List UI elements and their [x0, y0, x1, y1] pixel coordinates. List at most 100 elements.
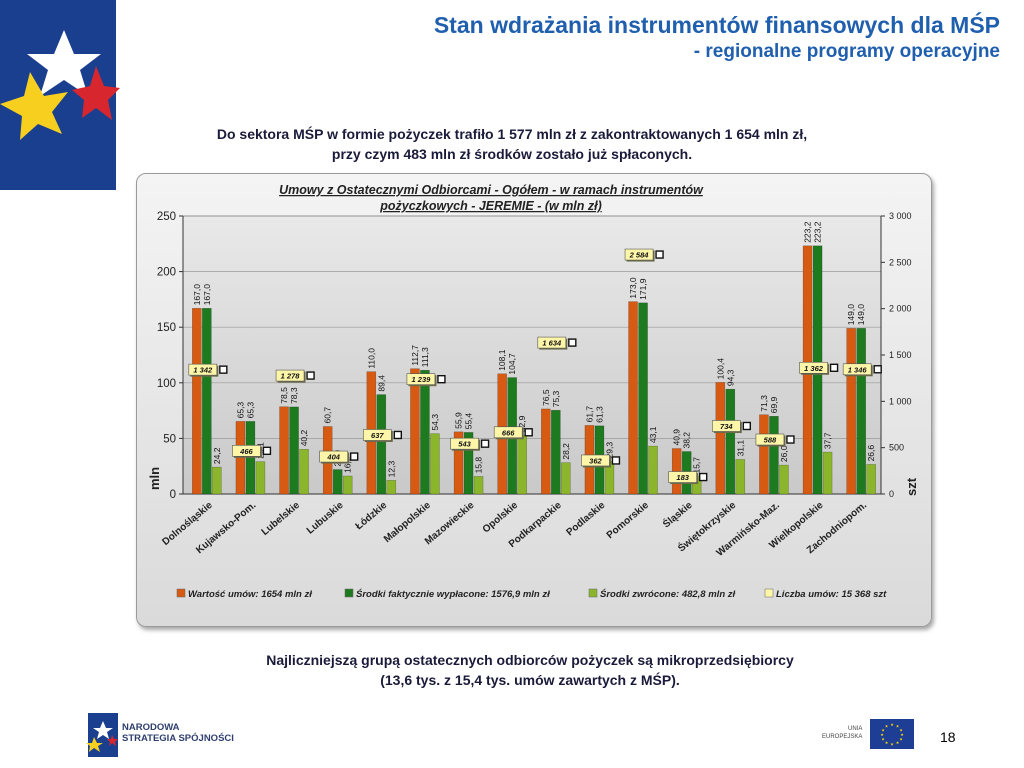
bar: [541, 408, 551, 495]
bar: [648, 445, 658, 495]
x-tick-label: Lubelskie: [260, 500, 303, 538]
svg-text:★: ★: [890, 722, 894, 727]
bar-data-label: 111,3: [420, 347, 430, 367]
bar-data-label: 110,0: [366, 348, 376, 369]
y-tick-label: 50: [163, 433, 176, 445]
bar-data-label: 104,7: [507, 353, 517, 375]
bar-data-label: 55,9: [454, 412, 464, 429]
nss-star-logo: [0, 0, 120, 197]
count-label: 1 278: [281, 372, 301, 381]
count-label: 183: [676, 473, 689, 482]
bar-data-label: 54,3: [430, 414, 440, 431]
bar-data-label: 94,3: [725, 369, 735, 386]
slide-title-block: Stan wdrażania instrumentów finansowych …: [434, 12, 1000, 63]
chart-title-line-1: Umowy z Ostatecznymi Odbiorcami - Ogółem…: [279, 183, 704, 197]
bar-data-label: 38,2: [682, 432, 692, 449]
count-marker: [873, 365, 882, 374]
svg-text:★: ★: [880, 732, 884, 737]
bar: [386, 480, 397, 495]
bar-data-label: 71,3: [759, 395, 769, 412]
bar-data-label: 16,2: [343, 456, 353, 473]
svg-text:★: ★: [896, 724, 900, 729]
ue-wordmark: UNIA EUROPEJSKA: [822, 725, 862, 741]
count-box: [493, 426, 523, 439]
footer-line-1: Najliczniejszą grupą ostatecznych odbior…: [266, 652, 794, 668]
count-marker: [262, 446, 272, 456]
bar-data-label: 26,0: [779, 445, 789, 462]
count-marker: [349, 452, 359, 461]
count-marker: [524, 428, 533, 437]
y-axis-label: mln: [147, 467, 162, 490]
bar: [420, 369, 430, 495]
nss-line-1: NARODOWA: [122, 722, 180, 733]
bar-data-label: 15,7: [692, 457, 702, 474]
count-label: 588: [764, 436, 777, 445]
bar-data-label: 65,3: [235, 402, 245, 419]
chart-panel: Umowy z Ostatecznymi Odbiorcami - Ogółem…: [136, 173, 932, 627]
bar: [725, 388, 736, 495]
y-tick-label: 200: [157, 267, 176, 279]
count-box: [188, 363, 218, 376]
ue-line-1: UNIA: [848, 726, 863, 732]
bar: [822, 451, 833, 495]
legend-swatch: [588, 588, 598, 598]
y2-tick-label: 3 000: [889, 211, 912, 221]
svg-text:★: ★: [881, 728, 885, 733]
bar-data-label: 76,5: [541, 389, 551, 406]
footer-text: Najliczniejszą grupą ostatecznych odbior…: [150, 650, 910, 690]
svg-text:★: ★: [900, 732, 904, 737]
count-marker: [742, 421, 752, 431]
y-tick-label: 150: [157, 322, 176, 334]
count-box: [581, 454, 610, 467]
count-box: [624, 248, 654, 261]
count-label: 543: [458, 440, 471, 449]
count-box: [712, 420, 741, 432]
bar: [735, 459, 746, 495]
bar: [202, 308, 212, 495]
count-box: [232, 445, 261, 457]
count-marker: [568, 338, 577, 347]
count-label: 466: [239, 447, 253, 456]
y2-tick-label: 0: [889, 489, 894, 499]
bar: [759, 414, 769, 495]
bar-data-label: 26,6: [866, 445, 876, 462]
page-number: 18: [940, 729, 956, 745]
nss-small-logo: [86, 713, 120, 762]
bar: [376, 394, 387, 495]
bar-data-label: 24,2: [212, 447, 222, 464]
bar-data-label: 167,0: [192, 284, 202, 306]
bar: [332, 469, 343, 495]
bar-data-label: 149,0: [856, 304, 866, 326]
bar-data-label: 52,9: [517, 415, 527, 432]
y2-axis-label: szt: [904, 477, 919, 496]
bar: [279, 406, 289, 495]
bar: [628, 301, 638, 495]
nss-wordmark: NARODOWA STRATEGIA SPÓJNOŚCI: [122, 722, 234, 744]
svg-text:★: ★: [885, 724, 889, 729]
y2-tick-label: 2 000: [889, 304, 912, 314]
chart-title-line-2: pożyczkowych - JEREMIE - (w mln zł): [379, 199, 602, 213]
bar: [779, 464, 789, 495]
bar-data-label: 78,5: [279, 387, 289, 404]
bar-data-label: 61,7: [584, 406, 594, 423]
bar-data-label: 40,9: [672, 429, 682, 446]
bar: [769, 416, 779, 495]
bar-data-label: 55,4: [464, 413, 474, 430]
x-tick-label: Pomorskie: [605, 500, 652, 542]
legend-label: Wartość umów: 1654 mln zł: [188, 589, 312, 600]
bar-data-label: 15,8: [474, 457, 484, 474]
count-marker: [219, 365, 228, 374]
bar-data-label: 223,2: [803, 221, 813, 243]
bar-data-label: 61,3: [594, 406, 604, 423]
legend-swatch: [764, 588, 774, 598]
bar: [846, 328, 856, 495]
count-label: 1 362: [804, 364, 824, 373]
bar-data-label: 37,7: [823, 432, 833, 449]
y-tick-label: 0: [170, 489, 176, 501]
legend-swatch: [176, 588, 186, 598]
count-label: 2 584: [629, 251, 650, 260]
count-marker: [393, 430, 403, 440]
count-box: [755, 433, 785, 446]
count-box: [450, 437, 479, 450]
bar: [866, 464, 876, 495]
